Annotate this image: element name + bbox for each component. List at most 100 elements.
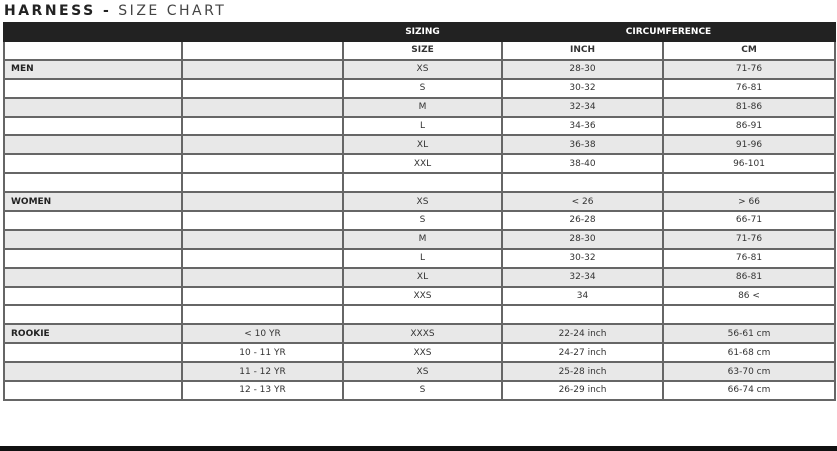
cm-cell: 96-101: [661, 153, 837, 175]
size-cell: [342, 172, 503, 194]
age-cell: [181, 247, 344, 269]
size-chart-table: SIZING CIRCUMFERENCE SIZE INCH CM MEN XS 2…: [3, 22, 837, 401]
age-cell: [181, 228, 344, 250]
table-row: XL 32-34 86-81: [3, 266, 837, 288]
inch-cell: < 26: [501, 191, 664, 213]
inch-cell: 26-28: [501, 210, 664, 231]
cm-cell: 56-61 cm: [661, 323, 837, 345]
size-cell: XL: [342, 266, 503, 288]
title-bold: HARNESS -: [4, 3, 112, 19]
size-cell: XXS: [342, 342, 503, 364]
page-title: HARNESS - SIZE CHART: [4, 2, 226, 20]
size-cell: XS: [342, 58, 503, 80]
table-row: L 30-32 76-81: [3, 247, 837, 269]
header-sizing: SIZING: [342, 22, 503, 42]
group-cell: ROOKIE: [3, 323, 183, 345]
cm-cell: 66-74 cm: [661, 380, 837, 401]
cm-cell: 86-91: [661, 115, 837, 137]
group-cell: [3, 115, 183, 137]
table-row: ROOKIE < 10 YR XXXS 22-24 inch 56-61 cm: [3, 323, 837, 345]
inch-cell: 32-34: [501, 266, 664, 288]
size-cell: XL: [342, 134, 503, 156]
size-cell: [342, 304, 503, 326]
age-cell: [181, 96, 344, 118]
inch-cell: 36-38: [501, 134, 664, 156]
table-row: XXL 38-40 96-101: [3, 153, 837, 175]
inch-cell: 22-24 inch: [501, 323, 664, 345]
inch-cell: [501, 172, 664, 194]
group-cell: [3, 304, 183, 326]
bottom-bar: [0, 446, 837, 451]
cm-cell: > 66: [661, 191, 837, 213]
subheader-size: SIZE: [342, 40, 503, 61]
group-cell: [3, 380, 183, 401]
inch-cell: [501, 304, 664, 326]
age-cell: 10 - 11 YR: [181, 342, 344, 364]
table-row: MEN XS 28-30 71-76: [3, 58, 837, 80]
group-cell: [3, 210, 183, 231]
inch-cell: 38-40: [501, 153, 664, 175]
size-cell: XXXS: [342, 323, 503, 345]
table-row: 10 - 11 YR XXS 24-27 inch 61-68 cm: [3, 342, 837, 364]
size-cell: M: [342, 228, 503, 250]
group-cell: [3, 342, 183, 364]
size-cell: L: [342, 247, 503, 269]
table-row: [3, 304, 837, 326]
subheader-cm: CM: [661, 40, 837, 61]
cm-cell: [661, 172, 837, 194]
age-cell: 12 - 13 YR: [181, 380, 344, 401]
inch-cell: 24-27 inch: [501, 342, 664, 364]
table-row: M 32-34 81-86: [3, 96, 837, 118]
group-cell: [3, 285, 183, 307]
table-row: 12 - 13 YR S 26-29 inch 66-74 cm: [3, 380, 837, 401]
age-cell: [181, 172, 344, 194]
cm-cell: 91-96: [661, 134, 837, 156]
age-cell: < 10 YR: [181, 323, 344, 345]
inch-cell: 34: [501, 285, 664, 307]
header-circumference: CIRCUMFERENCE: [500, 22, 837, 42]
group-cell: [3, 361, 183, 383]
cm-cell: 76-81: [661, 77, 837, 99]
cm-cell: 71-76: [661, 58, 837, 80]
cm-cell: 81-86: [661, 96, 837, 118]
size-cell: XS: [342, 361, 503, 383]
inch-cell: 32-34: [501, 96, 664, 118]
cm-cell: 86 <: [661, 285, 837, 307]
group-cell: [3, 77, 183, 99]
inch-cell: 34-36: [501, 115, 664, 137]
table-row: S 26-28 66-71: [3, 210, 837, 231]
group-cell: [3, 153, 183, 175]
subheader-row: SIZE INCH CM: [3, 40, 837, 61]
cm-cell: 66-71: [661, 210, 837, 231]
age-cell: [181, 58, 344, 80]
age-cell: [181, 115, 344, 137]
group-cell: [3, 228, 183, 250]
size-cell: S: [342, 77, 503, 99]
subheader-inch: INCH: [501, 40, 664, 61]
group-cell: [3, 266, 183, 288]
header-row: SIZING CIRCUMFERENCE: [3, 22, 837, 42]
size-cell: L: [342, 115, 503, 137]
cm-cell: 63-70 cm: [661, 361, 837, 383]
age-cell: [181, 266, 344, 288]
table-row: WOMEN XS < 26 > 66: [3, 191, 837, 213]
age-cell: [181, 210, 344, 231]
table-row: [3, 172, 837, 194]
inch-cell: 30-32: [501, 77, 664, 99]
title-light: SIZE CHART: [118, 3, 227, 19]
cm-cell: 76-81: [661, 247, 837, 269]
group-cell: MEN: [3, 58, 183, 80]
group-cell: [3, 172, 183, 194]
inch-cell: 28-30: [501, 58, 664, 80]
cm-cell: [661, 304, 837, 326]
table-row: L 34-36 86-91: [3, 115, 837, 137]
table-row: 11 - 12 YR XS 25-28 inch 63-70 cm: [3, 361, 837, 383]
age-cell: [181, 77, 344, 99]
group-cell: [3, 96, 183, 118]
size-cell: S: [342, 380, 503, 401]
group-cell: [3, 134, 183, 156]
age-cell: 11 - 12 YR: [181, 361, 344, 383]
table-row: XL 36-38 91-96: [3, 134, 837, 156]
size-cell: S: [342, 210, 503, 231]
age-cell: [181, 134, 344, 156]
